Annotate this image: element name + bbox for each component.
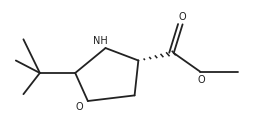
Text: NH: NH (93, 36, 108, 46)
Text: O: O (179, 12, 186, 22)
Text: O: O (75, 102, 83, 112)
Text: O: O (198, 75, 205, 85)
